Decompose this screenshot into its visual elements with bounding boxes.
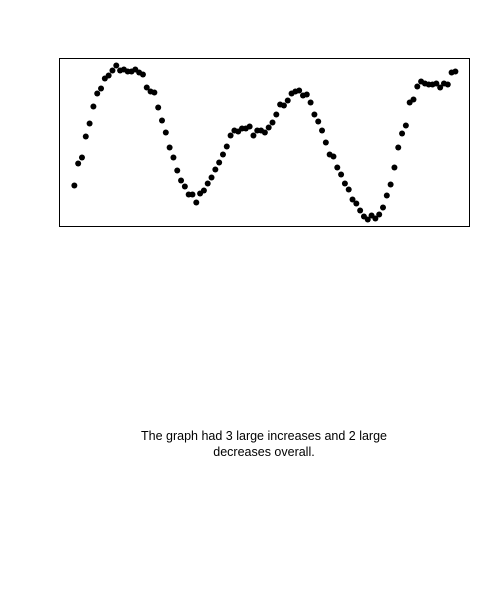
point bbox=[334, 164, 341, 171]
point bbox=[212, 166, 219, 173]
point bbox=[90, 103, 97, 110]
plot-frame bbox=[59, 58, 470, 227]
point bbox=[155, 104, 162, 111]
point bbox=[330, 153, 337, 160]
point bbox=[311, 111, 318, 118]
point bbox=[200, 187, 207, 194]
point bbox=[204, 180, 211, 187]
point bbox=[261, 129, 268, 136]
point bbox=[345, 186, 352, 193]
point bbox=[216, 159, 223, 166]
point bbox=[410, 96, 417, 103]
point bbox=[284, 97, 291, 104]
point bbox=[269, 119, 276, 126]
point bbox=[387, 181, 394, 188]
point bbox=[444, 81, 451, 88]
point bbox=[227, 132, 234, 139]
point bbox=[86, 120, 93, 127]
point bbox=[338, 171, 345, 178]
point bbox=[78, 154, 85, 161]
point bbox=[105, 72, 112, 79]
point bbox=[372, 215, 379, 222]
point bbox=[178, 177, 185, 184]
point bbox=[319, 127, 326, 134]
point bbox=[94, 90, 101, 97]
point bbox=[223, 143, 230, 150]
point bbox=[166, 144, 173, 151]
point bbox=[452, 68, 459, 75]
point bbox=[170, 154, 177, 161]
point bbox=[189, 191, 196, 198]
point bbox=[181, 183, 188, 190]
point bbox=[437, 84, 444, 91]
point bbox=[341, 180, 348, 187]
point bbox=[139, 71, 146, 78]
point bbox=[353, 200, 360, 207]
point bbox=[162, 129, 169, 136]
point bbox=[376, 211, 383, 218]
point bbox=[391, 164, 398, 171]
point bbox=[414, 83, 421, 90]
point bbox=[322, 139, 329, 146]
point bbox=[395, 144, 402, 151]
point bbox=[296, 87, 303, 94]
point bbox=[246, 123, 253, 130]
point bbox=[349, 196, 356, 203]
point bbox=[265, 124, 272, 131]
point bbox=[208, 174, 215, 181]
point bbox=[307, 99, 314, 106]
point bbox=[315, 118, 322, 125]
point bbox=[273, 111, 280, 118]
point bbox=[383, 192, 390, 199]
point bbox=[193, 199, 200, 206]
point bbox=[82, 133, 89, 140]
point bbox=[159, 117, 165, 124]
point bbox=[380, 204, 387, 211]
point bbox=[364, 216, 371, 223]
point bbox=[250, 132, 257, 139]
point bbox=[113, 62, 120, 69]
point bbox=[109, 67, 116, 74]
point bbox=[402, 122, 409, 129]
point bbox=[71, 182, 78, 189]
point bbox=[98, 85, 105, 92]
point bbox=[280, 102, 287, 109]
point bbox=[303, 91, 310, 98]
point bbox=[151, 89, 158, 96]
point bbox=[399, 130, 406, 137]
caption: The graph had 3 large increases and 2 la… bbox=[141, 429, 387, 459]
point bbox=[357, 207, 364, 214]
point bbox=[433, 80, 440, 87]
point bbox=[75, 160, 82, 167]
point bbox=[143, 84, 150, 91]
point bbox=[174, 167, 181, 174]
point bbox=[219, 151, 226, 158]
